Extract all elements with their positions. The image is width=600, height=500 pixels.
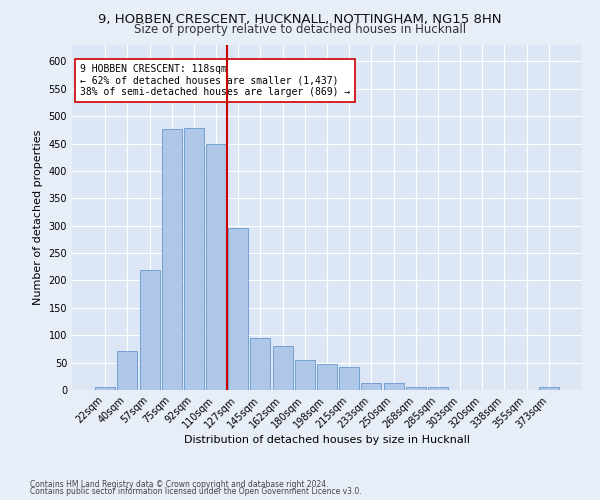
Bar — [184, 128, 204, 390]
Text: Contains HM Land Registry data © Crown copyright and database right 2024.: Contains HM Land Registry data © Crown c… — [30, 480, 329, 489]
Bar — [317, 364, 337, 390]
Text: Contains public sector information licensed under the Open Government Licence v3: Contains public sector information licen… — [30, 487, 362, 496]
Bar — [539, 388, 559, 390]
Bar — [383, 384, 404, 390]
Y-axis label: Number of detached properties: Number of detached properties — [33, 130, 43, 305]
Text: 9, HOBBEN CRESCENT, HUCKNALL, NOTTINGHAM, NG15 8HN: 9, HOBBEN CRESCENT, HUCKNALL, NOTTINGHAM… — [98, 12, 502, 26]
Text: 9 HOBBEN CRESCENT: 118sqm
← 62% of detached houses are smaller (1,437)
38% of se: 9 HOBBEN CRESCENT: 118sqm ← 62% of detac… — [80, 64, 350, 97]
X-axis label: Distribution of detached houses by size in Hucknall: Distribution of detached houses by size … — [184, 436, 470, 446]
Text: Size of property relative to detached houses in Hucknall: Size of property relative to detached ho… — [134, 22, 466, 36]
Bar — [250, 338, 271, 390]
Bar — [272, 346, 293, 390]
Bar — [162, 130, 182, 390]
Bar — [406, 388, 426, 390]
Bar — [140, 270, 160, 390]
Bar — [118, 350, 137, 390]
Bar — [295, 360, 315, 390]
Bar — [361, 383, 382, 390]
Bar — [206, 144, 226, 390]
Bar — [428, 388, 448, 390]
Bar — [339, 367, 359, 390]
Bar — [95, 388, 115, 390]
Bar — [228, 228, 248, 390]
